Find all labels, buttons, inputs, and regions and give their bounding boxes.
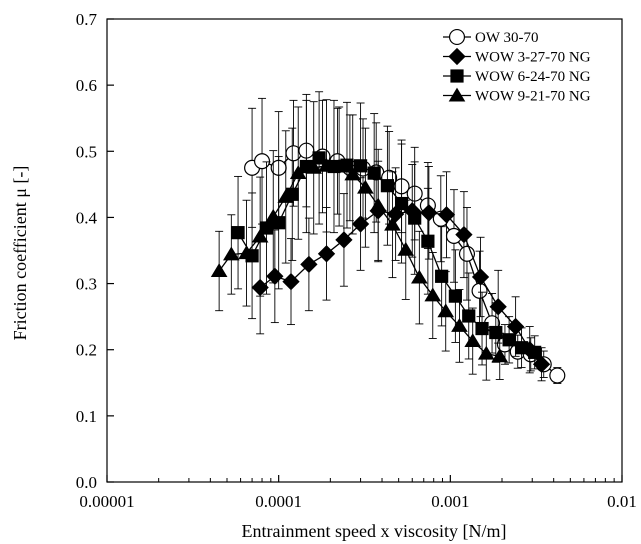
data-point [231, 226, 245, 240]
legend-label: WOW 9-21-70 NG [475, 89, 591, 105]
data-point [437, 303, 455, 318]
data-point [411, 269, 428, 284]
data-point [312, 151, 326, 165]
data-point [491, 348, 509, 363]
data-point [210, 263, 228, 277]
data-point [330, 158, 348, 173]
data-point [489, 325, 503, 340]
data-point [464, 333, 482, 348]
data-point [353, 159, 368, 173]
legend-item: WOW 9-21-70 NG [443, 87, 591, 105]
data-point [264, 208, 282, 223]
data-point [317, 245, 336, 263]
legend-label: WOW 3-27-70 NG [475, 50, 591, 66]
data-point [253, 153, 271, 170]
data-point [451, 317, 468, 332]
x-axis-title: Entrainment speed x viscosity [N/m] [242, 521, 507, 541]
x-tick-label: 0.0001 [255, 492, 302, 511]
data-point [424, 287, 442, 302]
series-2 [251, 160, 551, 382]
data-point [421, 234, 435, 248]
data-point [380, 179, 395, 193]
data-point [458, 245, 476, 262]
data-point [251, 228, 269, 243]
data-point [266, 267, 284, 285]
legend-marker [448, 47, 466, 66]
legend-marker [448, 28, 466, 46]
data-point [471, 282, 488, 299]
data-point [335, 231, 353, 249]
y-tick-label: 0.6 [76, 76, 97, 95]
data-point [223, 246, 240, 261]
data-point [285, 145, 302, 162]
y-tick-label: 0.7 [76, 10, 98, 29]
legend-label: WOW 6-24-70 NG [475, 69, 591, 85]
data-point [318, 157, 335, 172]
data-point [386, 205, 405, 223]
legend-marker [450, 69, 464, 83]
data-point [357, 179, 374, 194]
data-point [502, 333, 516, 347]
data-point [437, 206, 456, 224]
data-point [289, 165, 307, 180]
data-point [397, 241, 415, 256]
data-point [238, 245, 255, 260]
x-tick-label: 0.001 [431, 492, 469, 511]
series-layer [210, 91, 566, 384]
data-point [277, 189, 295, 203]
data-point [462, 309, 476, 323]
y-tick-label: 0.0 [76, 473, 97, 492]
y-tick-label: 0.2 [76, 341, 97, 360]
y-tick-label: 0.5 [76, 142, 97, 161]
y-tick-label: 0.4 [76, 208, 98, 227]
data-point [305, 159, 323, 174]
legend-item: OW 30-70 [443, 28, 538, 46]
legend-item: WOW 3-27-70 NG [443, 47, 591, 66]
data-point [514, 341, 529, 355]
x-tick-label: 0.00001 [79, 492, 134, 511]
data-point [369, 197, 387, 212]
data-point [435, 269, 449, 283]
data-point [528, 345, 542, 359]
y-axis-title: Friction coefficient μ [-] [10, 166, 30, 341]
series-4 [210, 99, 509, 381]
plot-frame [106, 18, 623, 483]
data-point [475, 321, 489, 336]
plot-border [106, 18, 623, 483]
data-point [471, 268, 490, 286]
data-point [549, 367, 566, 384]
data-point [384, 216, 401, 231]
data-point [282, 272, 300, 291]
legend: OW 30-70 WOW 3-27-70 NG WOW 6-24-70 NG WOW … [443, 28, 591, 105]
y-tick-label: 0.1 [76, 407, 97, 426]
y-axis-ticks: 0.0 0.1 0.2 0.3 0.4 0.5 0.6 0.7 [76, 10, 114, 492]
data-point [455, 225, 473, 244]
legend-marker [448, 87, 466, 102]
data-point [477, 345, 495, 360]
series-line [218, 165, 500, 357]
data-point [300, 255, 318, 274]
x-tick-label: 0.01 [607, 492, 637, 511]
data-point [344, 166, 362, 181]
data-point [448, 289, 462, 303]
data-point [408, 211, 422, 225]
x-axis-ticks: 0.00001 0.0001 0.001 0.01 [79, 475, 637, 511]
data-point [420, 204, 438, 222]
legend-label: OW 30-70 [475, 30, 538, 46]
data-point [506, 317, 525, 336]
legend-item: WOW 6-24-70 NG [443, 69, 591, 85]
data-point [367, 166, 381, 180]
y-tick-label: 0.3 [76, 275, 97, 294]
